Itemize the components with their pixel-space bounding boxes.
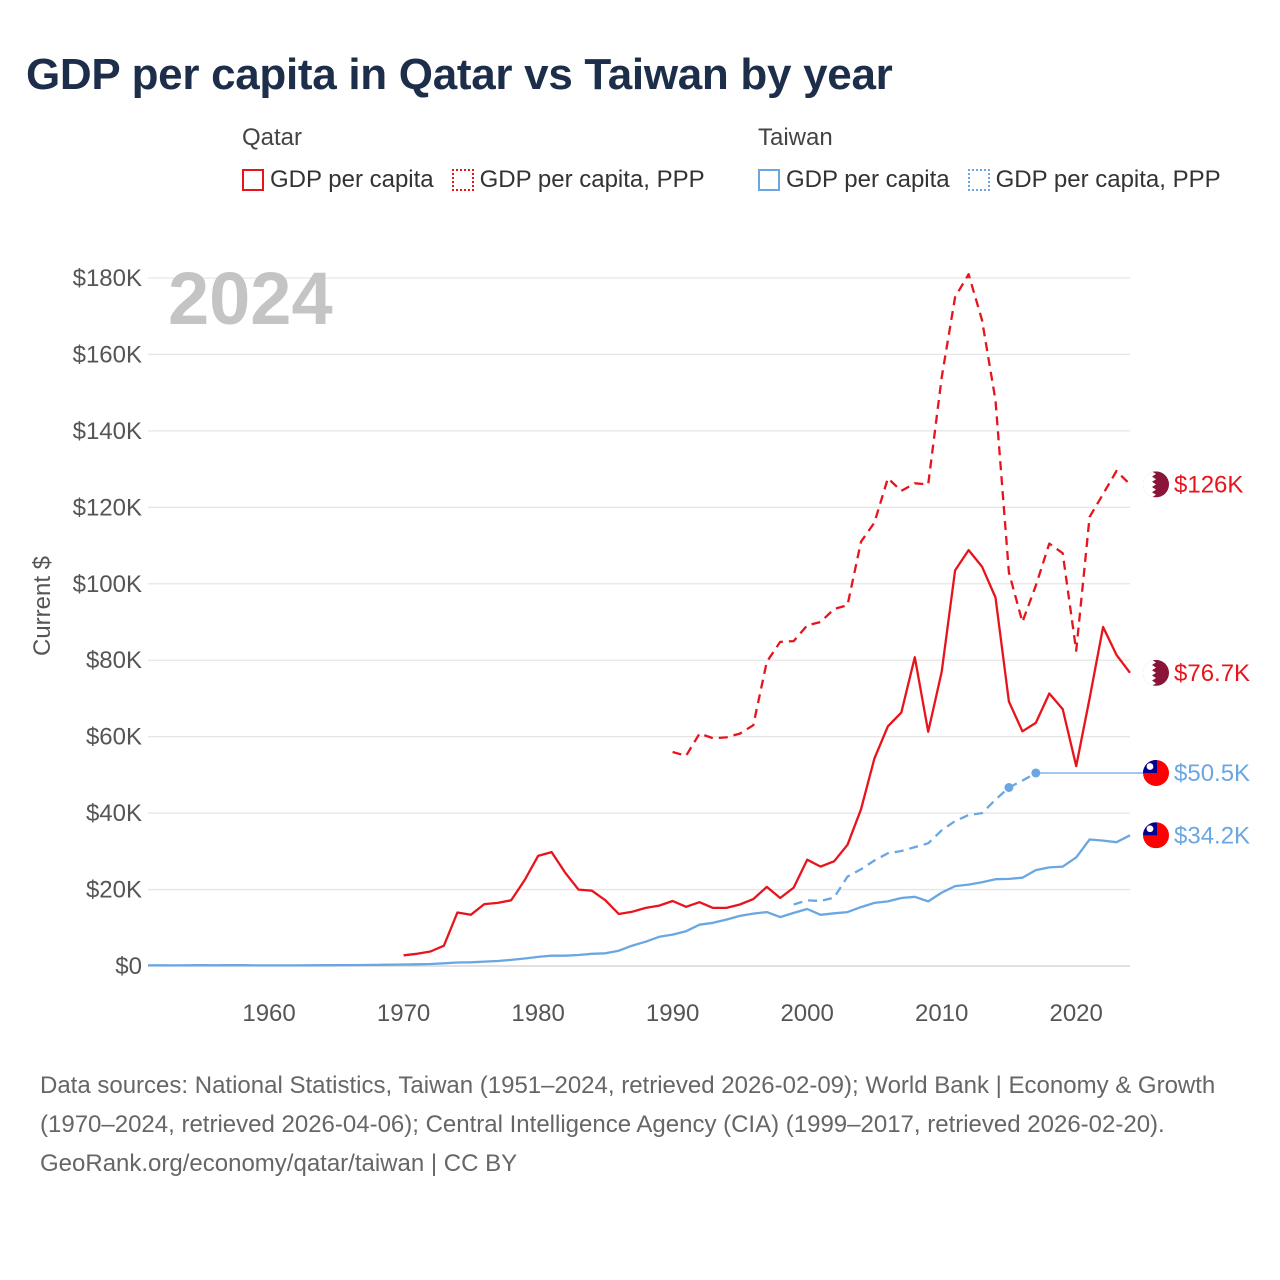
legend-item-label: GDP per capita, PPP	[995, 166, 1221, 193]
x-tick-label: 1960	[242, 1000, 295, 1027]
x-tick-label: 2020	[1049, 1000, 1102, 1027]
grid-layer	[148, 277, 1130, 967]
y-axis-label: Current $	[29, 556, 56, 656]
series-line-taiwan-gdp	[147, 834, 1131, 967]
end-value-label: $126K	[1174, 471, 1243, 498]
series-line-taiwan-ppp	[793, 771, 1037, 906]
data-point-taiwan-ppp	[1004, 783, 1014, 793]
end-value-label: $76.7K	[1174, 660, 1250, 687]
credit-link[interactable]: GeoRank.org/economy/qatar/taiwan | CC BY	[40, 1150, 518, 1177]
x-tick-label: 2000	[780, 1000, 833, 1027]
qatar-flag-icon	[1143, 659, 1169, 686]
page-title: GDP per capita in Qatar vs Taiwan by yea…	[26, 50, 893, 99]
legend-swatch-solid	[242, 169, 264, 191]
end-labels: $126K $76.7K $50.5K $34.2K	[1143, 471, 1250, 849]
legend-item-label: GDP per capita	[786, 166, 950, 193]
y-tick-label: $40K	[86, 800, 142, 827]
legend-group-title: Taiwan	[758, 124, 833, 151]
legend-swatch-dotted	[967, 169, 990, 191]
x-tick-label: 1990	[646, 1000, 699, 1027]
legend-group-qatar: Qatar GDP per capita GDP per capita, PPP	[242, 124, 705, 194]
legend-item-label: GDP per capita, PPP	[479, 166, 705, 193]
taiwan-flag-icon	[1143, 822, 1169, 849]
footer: Data sources: National Statistics, Taiwa…	[40, 1066, 1230, 1183]
x-tick-label: 1970	[377, 1000, 430, 1027]
legend-item-qatar-ppp[interactable]: GDP per capita, PPP	[451, 166, 705, 194]
end-value-label: $34.2K	[1174, 822, 1250, 849]
series-line-qatar-ppp	[672, 273, 1131, 757]
x-tick-label: 1980	[511, 1000, 564, 1027]
y-tick-label: $160K	[73, 341, 142, 368]
y-tick-label: $180K	[73, 265, 142, 292]
legend-swatch-dotted	[451, 169, 474, 191]
legend-item-taiwan-gdp[interactable]: GDP per capita	[758, 166, 950, 194]
series-layer	[147, 273, 1150, 967]
x-axis-ticks: 1960 1970 1980 1990 2000 2010 2020	[242, 1000, 1103, 1027]
y-tick-label: $80K	[86, 647, 142, 674]
data-sources: Data sources: National Statistics, Taiwa…	[40, 1072, 1216, 1138]
legend-group-title: Qatar	[242, 124, 303, 151]
chart-canvas: 2024 $0 $20K $40K $60K $80K $100K $120K $140K $1…	[29, 257, 1250, 1027]
legend-swatch-solid	[758, 169, 780, 191]
year-watermark: 2024	[168, 257, 333, 340]
taiwan-flag-icon	[1143, 759, 1169, 786]
series-line-qatar-gdp	[403, 548, 1131, 957]
legend-item-taiwan-ppp[interactable]: GDP per capita, PPP	[967, 166, 1221, 194]
legend-item-label: GDP per capita	[270, 166, 434, 193]
qatar-flag-icon	[1143, 471, 1169, 498]
legend-group-taiwan: Taiwan GDP per capita GDP per capita, PP…	[758, 124, 1221, 194]
y-tick-label: $20K	[86, 877, 142, 904]
legend-item-qatar-gdp[interactable]: GDP per capita	[242, 166, 434, 194]
y-tick-label: $120K	[73, 494, 142, 521]
y-tick-label: $100K	[73, 571, 142, 598]
y-tick-label: $60K	[86, 724, 142, 751]
y-tick-label: $140K	[73, 418, 142, 445]
x-tick-label: 2010	[915, 1000, 968, 1027]
y-axis-ticks: $0 $20K $40K $60K $80K $100K $120K $140K $160K $1…	[73, 265, 142, 980]
y-tick-label: $0	[115, 953, 142, 980]
end-value-label: $50.5K	[1174, 760, 1250, 787]
